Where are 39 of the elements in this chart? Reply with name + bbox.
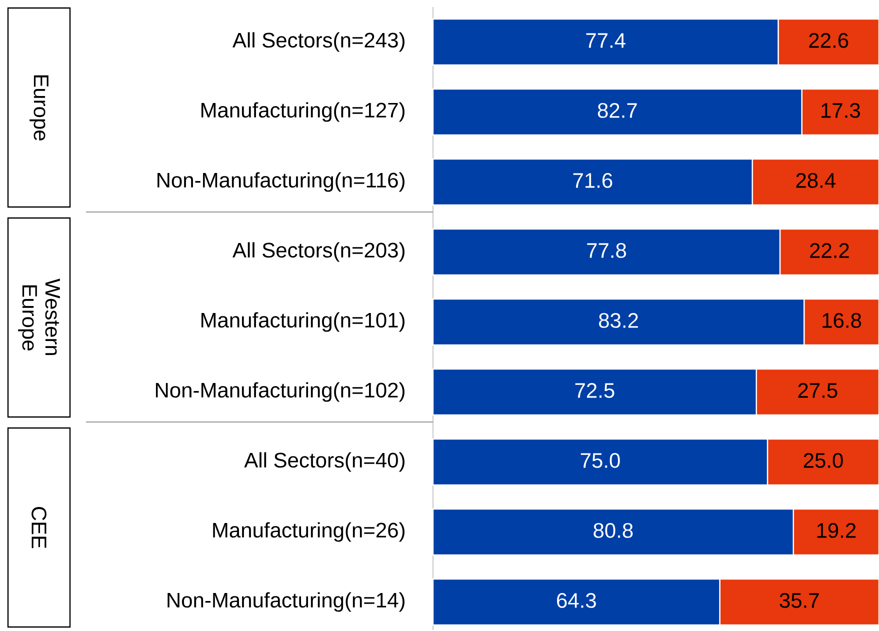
bar [719, 578, 879, 626]
bar [803, 298, 879, 346]
y-tick-label: All Sectors(n=203) [232, 242, 404, 262]
text: Europe [30, 75, 48, 140]
text: CEE [32, 506, 46, 548]
bar [801, 88, 879, 136]
y-tick-label: Non-Manufacturing(n=14) [168, 592, 404, 612]
data-label: 80.8 [594, 523, 633, 538]
y-tick-label: Manufacturing(n=26) [213, 522, 404, 542]
data-label: 83.2 [599, 313, 638, 328]
bar [778, 18, 879, 66]
bar [766, 438, 879, 486]
bar [756, 368, 879, 416]
bar [779, 228, 879, 276]
data-label: 82.7 [598, 103, 637, 118]
bar [792, 508, 879, 556]
data-label: 17.3 [822, 103, 860, 118]
data-label: 22.2 [810, 243, 849, 258]
y-tick-label: Manufacturing(n=101) [201, 312, 404, 332]
data-label: 19.2 [817, 523, 856, 538]
data-label: 77.4 [586, 33, 626, 48]
data-label: 16.8 [822, 313, 862, 328]
data-label: 22.6 [809, 33, 848, 48]
y-tick-label: Non-Manufacturing(n=102) [156, 382, 404, 402]
text: Western Europe [18, 278, 60, 356]
data-label: 35.7 [780, 593, 819, 608]
data-label: 28.4 [796, 173, 836, 188]
data-label: 72.5 [575, 383, 614, 398]
y-tick-label: All Sectors(n=40) [244, 452, 404, 472]
data-label: 75.0 [580, 453, 620, 468]
data-label: 64.3 [557, 593, 596, 608]
y-tick-label: Manufacturing(n=127) [201, 102, 404, 122]
data-label: 27.5 [798, 383, 838, 398]
data-label: 77.8 [587, 243, 626, 258]
y-tick-label: All Sectors(n=243) [232, 32, 404, 52]
bar [752, 158, 879, 206]
y-tick-label: Non-Manufacturing(n=116) [158, 172, 404, 192]
data-label: 25.0 [804, 453, 843, 468]
data-label: 71.6 [573, 173, 612, 188]
